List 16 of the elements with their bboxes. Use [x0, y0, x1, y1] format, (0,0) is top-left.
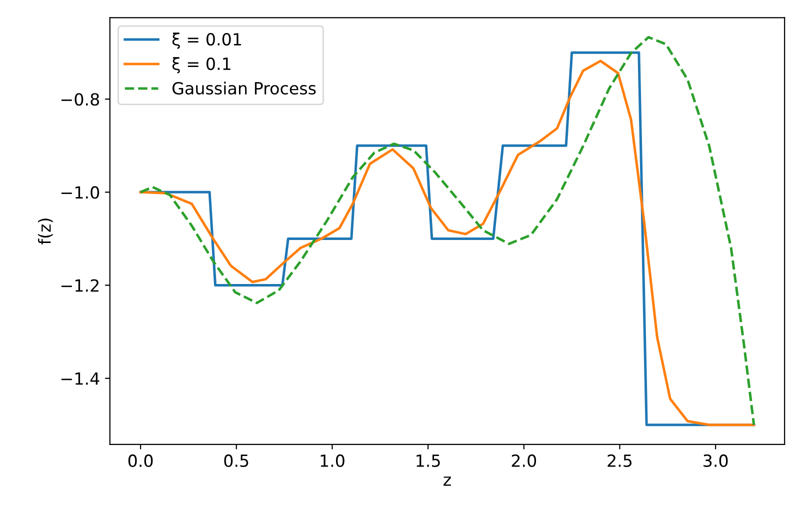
x-tick-label: 2.0 — [512, 454, 536, 468]
legend-label: ξ = 0.1 — [172, 57, 230, 74]
x-tick-label: 3.0 — [704, 454, 728, 468]
x-tick-label: 1.0 — [320, 454, 344, 468]
y-tick-label: −0.8 — [61, 93, 100, 106]
y-axis-title: f(z) — [38, 218, 53, 244]
legend-label: Gaussian Process — [172, 82, 316, 95]
x-tick-label: 2.5 — [608, 454, 632, 468]
y-tick-label: −1.4 — [61, 372, 100, 385]
x-tick-label: 0.5 — [224, 454, 248, 468]
x-tick-label: 1.5 — [416, 454, 440, 468]
x-axis-title: z — [444, 476, 451, 486]
y-tick-label: −1.0 — [61, 186, 100, 199]
x-tick-label: 0.0 — [128, 454, 153, 468]
y-tick-label: −1.2 — [61, 279, 98, 292]
legend-label: ξ = 0.01 — [172, 32, 241, 49]
